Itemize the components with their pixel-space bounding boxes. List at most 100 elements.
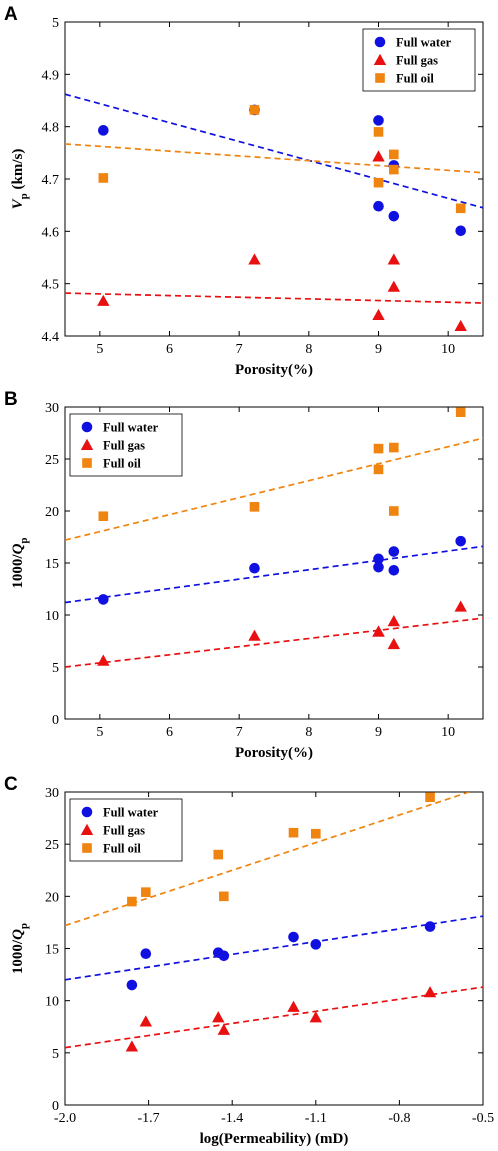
y-tick-label: 30 <box>45 786 59 801</box>
point-full-gas <box>97 654 110 666</box>
point-full-oil <box>389 149 399 160</box>
point-full-gas <box>387 637 401 650</box>
point-full-water <box>288 931 299 943</box>
legend-label-full-gas: Full gas <box>103 439 145 453</box>
legend-label-full-oil: Full oil <box>103 842 141 856</box>
point-full-gas <box>454 600 467 612</box>
point-full-water <box>126 979 138 991</box>
x-tick-label: -2.0 <box>54 1111 76 1126</box>
point-full-water <box>98 594 109 605</box>
point-full-water <box>424 921 436 932</box>
y-tick-label: 25 <box>45 838 59 853</box>
panel-b: B 5 6 7 8 9 10 0 5 10 15 20 25 30 Porosity(%) 1000/Qp Fu… <box>4 389 484 761</box>
legend: Full water Full gas Full oil <box>69 413 183 477</box>
y-tick-label: 4.7 <box>42 173 60 188</box>
panel-letter: B <box>4 389 18 410</box>
legend-label-full-oil: Full oil <box>396 72 434 86</box>
point-full-oil <box>288 827 299 838</box>
point-full-oil <box>389 506 399 516</box>
x-tick-label: 10 <box>441 342 455 357</box>
point-full-water <box>98 125 109 136</box>
y-tick-label: 4.4 <box>42 330 60 345</box>
point-full-gas <box>387 253 401 265</box>
y-tick-label: 15 <box>45 557 59 572</box>
point-full-water <box>373 553 384 565</box>
legend: Full water Full gas Full oil <box>69 798 183 862</box>
x-tick-label: 5 <box>96 342 103 357</box>
x-tick-label: 8 <box>305 725 312 740</box>
legend-marker-full-water <box>81 421 93 433</box>
point-full-oil <box>425 792 435 803</box>
x-tick-label: 7 <box>236 725 243 740</box>
point-full-oil <box>373 443 384 454</box>
y-tick-label: 4.6 <box>42 225 60 240</box>
point-full-water <box>373 200 384 212</box>
point-full-gas <box>454 319 467 332</box>
trendline-full-oil <box>65 143 483 174</box>
y-axis-label: 1000/Qp <box>10 923 30 974</box>
point-full-water <box>140 948 152 960</box>
trendline-full-water <box>65 93 483 209</box>
point-full-gas <box>372 308 385 321</box>
y-axis-label: 1000/Qp <box>10 537 30 588</box>
x-tick-label: -1.7 <box>138 1111 160 1126</box>
data-layer <box>65 792 483 1052</box>
y-tick-label: 15 <box>45 943 59 958</box>
x-tick-label: 5 <box>96 725 103 740</box>
point-full-gas <box>217 1023 231 1035</box>
legend-label-full-water: Full water <box>103 421 159 435</box>
legend-label-full-water: Full water <box>103 806 159 820</box>
point-full-oil <box>455 407 466 417</box>
x-tick-label: -0.8 <box>388 1111 410 1126</box>
x-axis-label: Porosity(%) <box>235 745 313 761</box>
legend-label-full-oil: Full oil <box>103 457 141 471</box>
trendline-full-oil <box>65 437 483 541</box>
point-full-oil <box>141 887 151 897</box>
point-full-gas <box>423 986 437 998</box>
point-full-gas <box>212 1011 225 1023</box>
point-full-gas <box>309 1011 322 1023</box>
trendline-full-gas <box>65 617 483 668</box>
point-full-gas <box>372 625 385 637</box>
point-full-oil <box>373 177 384 188</box>
trendline-full-gas <box>65 292 483 304</box>
point-full-oil <box>373 127 384 137</box>
trendline-full-water <box>65 545 483 604</box>
y-tick-label: 4.5 <box>42 278 60 293</box>
legend-marker-full-water <box>81 806 93 818</box>
point-full-oil <box>311 828 321 839</box>
legend: Full water Full gas Full oil <box>362 28 476 92</box>
point-full-oil <box>389 442 399 453</box>
point-full-water <box>310 939 322 950</box>
point-full-oil <box>213 849 224 860</box>
y-tick-label: 4.9 <box>42 68 60 83</box>
point-full-water <box>373 561 384 573</box>
trendline-full-gas <box>65 986 483 1049</box>
data-layer <box>65 93 483 332</box>
x-tick-label: 9 <box>375 725 382 740</box>
point-full-gas <box>248 629 261 641</box>
point-full-oil <box>219 891 229 902</box>
x-axis-label: log(Permeability) (mD) <box>200 1131 349 1147</box>
y-tick-label: 5 <box>52 16 59 31</box>
y-tick-label: 10 <box>45 609 59 624</box>
point-full-water <box>388 210 400 222</box>
point-full-water <box>249 562 260 574</box>
point-full-oil <box>389 164 399 175</box>
point-full-gas <box>372 150 385 162</box>
x-tick-label: 8 <box>305 342 312 357</box>
legend-label-full-gas: Full gas <box>396 54 438 68</box>
y-tick-label: 0 <box>52 1099 59 1114</box>
y-tick-label: 10 <box>45 995 59 1010</box>
legend-marker-full-oil <box>82 458 92 468</box>
x-tick-label: 9 <box>375 342 382 357</box>
point-full-water <box>455 535 467 547</box>
y-tick-label: 5 <box>52 661 59 676</box>
legend-label-full-gas: Full gas <box>103 824 145 838</box>
legend-label-full-water: Full water <box>396 36 452 50</box>
point-full-oil <box>98 173 109 183</box>
point-full-oil <box>249 105 260 115</box>
point-full-water <box>455 225 467 237</box>
x-axis-label: Porosity(%) <box>235 362 313 378</box>
